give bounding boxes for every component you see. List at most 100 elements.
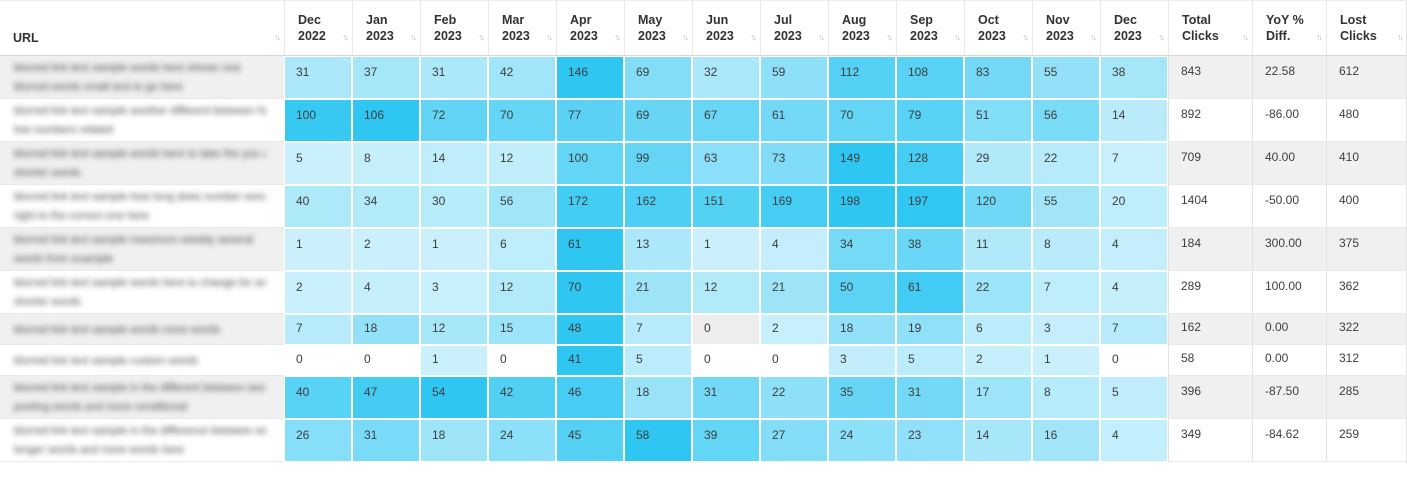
- heatmap-cell: 2: [352, 228, 420, 271]
- heatmap-cell: 6: [488, 228, 556, 271]
- heatmap-cell: 79: [896, 99, 964, 142]
- column-header-month-feb-2023[interactable]: Feb 2023 ↑↓: [420, 1, 488, 55]
- url-cell[interactable]: blurred link text sample words here show…: [0, 56, 284, 99]
- url-cell[interactable]: blurred link text sample in the differen…: [0, 376, 284, 419]
- column-header-month-aug-2023[interactable]: Aug 2023 ↑↓: [828, 1, 896, 55]
- heatmap-cell: 99: [624, 142, 692, 185]
- heatmap-cell: 0: [760, 345, 828, 376]
- url-redacted-text: longer words and more words here: [14, 444, 184, 456]
- heatmap-cell: 38: [896, 228, 964, 271]
- month-label: Feb: [434, 13, 457, 27]
- heatmap-cell: 77: [556, 99, 624, 142]
- sort-icon[interactable]: ↑↓: [614, 32, 621, 42]
- sort-icon[interactable]: ↑↓: [1316, 32, 1323, 42]
- column-header-month-dec-2023[interactable]: Dec 2023 ↑↓: [1100, 1, 1168, 55]
- column-header-month-mar-2023[interactable]: Mar 2023 ↑↓: [488, 1, 556, 55]
- heatmap-cell: 4: [352, 271, 420, 314]
- column-header-month-nov-2023[interactable]: Nov 2023 ↑↓: [1032, 1, 1100, 55]
- lost-clicks-cell: 259: [1326, 419, 1407, 462]
- month-label: Sep: [910, 13, 933, 27]
- heatmap-cell: 0: [488, 345, 556, 376]
- yoy-diff-cell: -84.62: [1252, 419, 1326, 462]
- month-label: Nov: [1046, 13, 1070, 27]
- url-redacted-text: blurred link text sample maximum weekly …: [14, 234, 254, 246]
- column-header-month-jul-2023[interactable]: Jul 2023 ↑↓: [760, 1, 828, 55]
- heatmap-cell: 22: [760, 376, 828, 419]
- year-label: 2023: [1114, 29, 1142, 43]
- column-header-lost-clicks[interactable]: Lost Clicks ↑↓: [1326, 1, 1407, 55]
- url-redacted-text: blurred words small text to go here: [14, 81, 183, 93]
- url-redacted-text: blurred link text sample how long does n…: [14, 191, 266, 203]
- url-cell[interactable]: blurred link text sample words here to c…: [0, 271, 284, 314]
- total-clicks-cell: 162: [1168, 314, 1252, 345]
- column-header-month-dec-2022[interactable]: Dec 2022 ↑↓: [284, 1, 352, 55]
- url-cell[interactable]: blurred link text sample words more word…: [0, 314, 284, 345]
- heatmap-cell: 2: [284, 271, 352, 314]
- sort-icon[interactable]: ↑↓: [954, 32, 961, 42]
- column-header-month-oct-2023[interactable]: Oct 2023 ↑↓: [964, 1, 1032, 55]
- heatmap-cell: 40: [284, 376, 352, 419]
- sort-icon[interactable]: ↑↓: [546, 32, 553, 42]
- url-cell[interactable]: blurred link text sample custom words: [0, 345, 284, 376]
- heatmap-cell: 46: [556, 376, 624, 419]
- heatmap-cell: 15: [488, 314, 556, 345]
- heatmap-cell: 1: [1032, 345, 1100, 376]
- column-header-total-clicks[interactable]: Total Clicks ↑↓: [1168, 1, 1252, 55]
- month-label: Jan: [366, 13, 388, 27]
- sort-icon[interactable]: ↑↓: [818, 32, 825, 42]
- url-cell[interactable]: blurred link text sample in the differen…: [0, 419, 284, 462]
- heatmap-cell: 63: [692, 142, 760, 185]
- sort-icon[interactable]: ↑↓: [682, 32, 689, 42]
- heatmap-cell: 8: [1032, 228, 1100, 271]
- url-redacted-text: blurred link text sample custom words: [14, 354, 199, 367]
- sort-icon[interactable]: ↑↓: [1090, 32, 1097, 42]
- table-row: blurred link text sample in the differen…: [0, 419, 1407, 462]
- column-header-month-may-2023[interactable]: May 2023 ↑↓: [624, 1, 692, 55]
- column-header-month-sep-2023[interactable]: Sep 2023 ↑↓: [896, 1, 964, 55]
- column-header-month-jun-2023[interactable]: Jun 2023 ↑↓: [692, 1, 760, 55]
- total-clicks-cell: 184: [1168, 228, 1252, 271]
- column-header-month-jan-2023[interactable]: Jan 2023 ↑↓: [352, 1, 420, 55]
- heatmap-cell: 30: [420, 185, 488, 228]
- sort-icon[interactable]: ↑↓: [478, 32, 485, 42]
- heatmap-cell: 50: [828, 271, 896, 314]
- heatmap-cell: 70: [828, 99, 896, 142]
- sort-icon[interactable]: ↑↓: [750, 32, 757, 42]
- yoy-diff-cell: -86.00: [1252, 99, 1326, 142]
- lost-clicks-cell: 480: [1326, 99, 1407, 142]
- heatmap-cell: 120: [964, 185, 1032, 228]
- heatmap-cell: 56: [488, 185, 556, 228]
- sort-icon[interactable]: ↑↓: [342, 32, 349, 42]
- year-label: 2023: [366, 29, 394, 43]
- sort-icon[interactable]: ↑↓: [1022, 32, 1029, 42]
- url-cell[interactable]: blurred link text sample another differe…: [0, 99, 284, 142]
- sort-icon[interactable]: ↑↓: [1242, 32, 1249, 42]
- sort-icon[interactable]: ↑↓: [1158, 32, 1165, 42]
- url-cell[interactable]: blurred link text sample words here to t…: [0, 142, 284, 185]
- heatmap-cell: 42: [488, 376, 556, 419]
- heatmap-cell: 18: [352, 314, 420, 345]
- heatmap-cell: 4: [1100, 228, 1168, 271]
- sort-icon[interactable]: ↑↓: [886, 32, 893, 42]
- url-cell[interactable]: blurred link text sample how long does n…: [0, 185, 284, 228]
- year-label: 2023: [842, 29, 870, 43]
- sort-icon[interactable]: ↑↓: [1397, 32, 1404, 42]
- heatmap-cell: 149: [828, 142, 896, 185]
- sort-icon[interactable]: ↑↓: [410, 32, 417, 42]
- heatmap-cell: 37: [352, 56, 420, 99]
- column-header-url[interactable]: URL ↑↓: [0, 1, 284, 55]
- sort-icon[interactable]: ↑↓: [274, 32, 281, 42]
- column-header-yoy-diff[interactable]: YoY % Diff. ↑↓: [1252, 1, 1326, 55]
- heatmap-cell: 14: [1100, 99, 1168, 142]
- heatmap-cell: 55: [1032, 56, 1100, 99]
- month-label: May: [638, 13, 663, 27]
- column-header-month-apr-2023[interactable]: Apr 2023 ↑↓: [556, 1, 624, 55]
- lost-clicks-cell: 612: [1326, 56, 1407, 99]
- heatmap-cell: 0: [692, 345, 760, 376]
- heatmap-cell: 73: [760, 142, 828, 185]
- url-redacted-text: blurred link text sample another differe…: [14, 105, 266, 117]
- url-redacted-text: low numbers related: [14, 124, 114, 136]
- heatmap-cell: 18: [420, 419, 488, 462]
- url-cell[interactable]: blurred link text sample maximum weekly …: [0, 228, 284, 271]
- heatmap-cell: 61: [896, 271, 964, 314]
